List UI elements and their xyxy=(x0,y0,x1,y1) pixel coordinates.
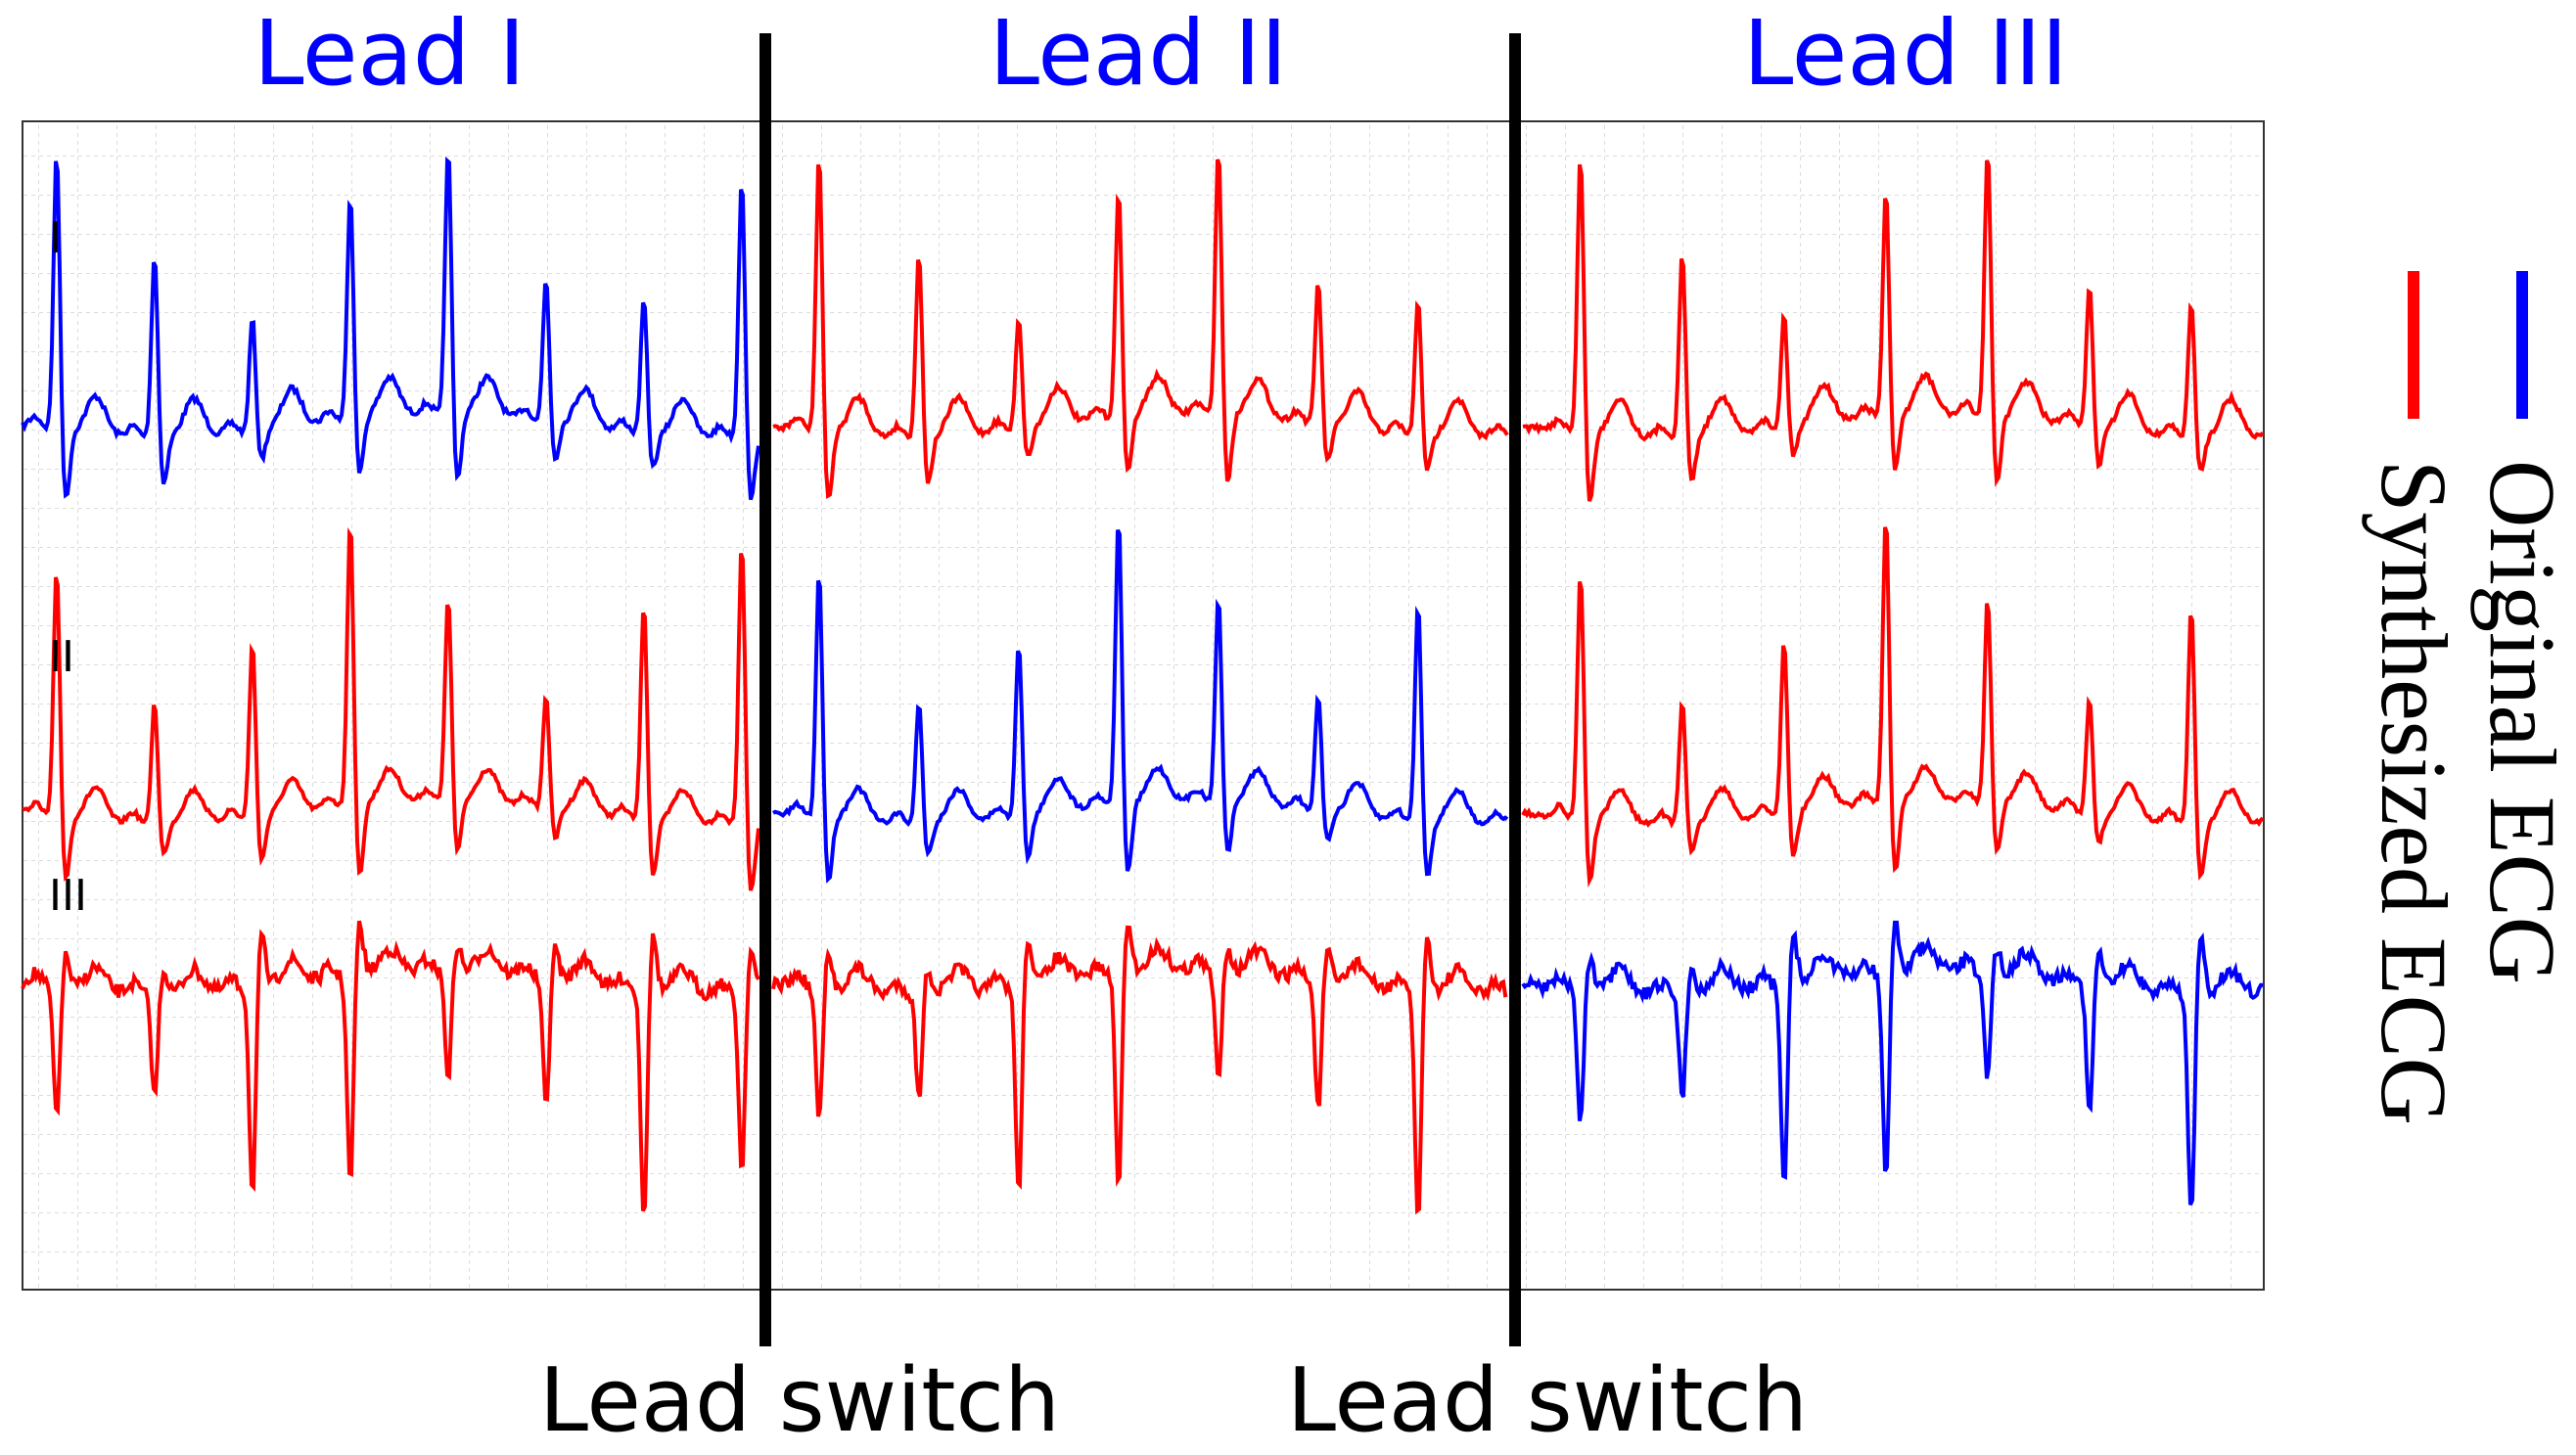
panel-title: Lead III xyxy=(1743,1,2068,106)
plot-frame xyxy=(22,120,2265,1291)
ecg-trace xyxy=(771,925,1508,1215)
ecg-trace xyxy=(772,159,1509,499)
ecg-trace xyxy=(21,156,760,501)
panel-title: Lead II xyxy=(989,1,1288,106)
ecg-trace xyxy=(1521,526,2265,888)
row-label: III xyxy=(49,871,87,921)
switch-label: Lead switch xyxy=(539,1349,1060,1452)
legend-label: Synthesized ECG xyxy=(2362,460,2466,1125)
ecg-trace xyxy=(22,526,760,891)
ecg-trace xyxy=(21,920,760,1212)
ecg-trace xyxy=(772,528,1509,884)
ecg-trace xyxy=(1522,159,2265,502)
panel-title: Lead I xyxy=(253,1,525,106)
switch-label: Lead switch xyxy=(1287,1349,1808,1452)
row-label: I xyxy=(49,213,62,263)
traces xyxy=(21,156,2265,1215)
ecg-trace xyxy=(1521,920,2263,1206)
legend-label: Original ECG xyxy=(2470,460,2575,984)
row-label: II xyxy=(49,632,74,682)
